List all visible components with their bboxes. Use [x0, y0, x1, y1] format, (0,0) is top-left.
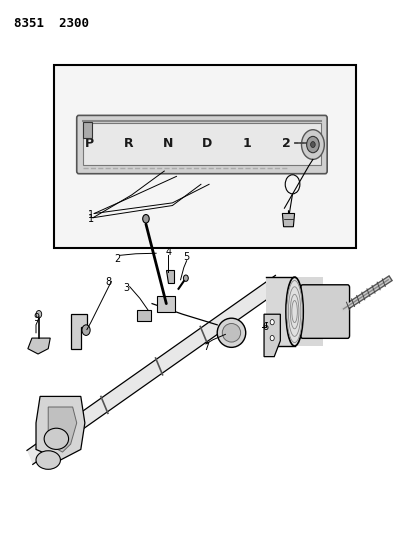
Bar	[83, 123, 320, 165]
Circle shape	[82, 325, 90, 335]
Polygon shape	[282, 214, 294, 227]
Text: 5: 5	[183, 253, 189, 262]
Text: P: P	[84, 137, 93, 150]
Polygon shape	[166, 270, 174, 284]
Circle shape	[183, 275, 188, 281]
Polygon shape	[70, 314, 87, 349]
Bar	[265, 277, 322, 346]
Text: 1: 1	[88, 214, 94, 224]
FancyBboxPatch shape	[300, 285, 349, 338]
Circle shape	[310, 142, 315, 148]
FancyBboxPatch shape	[76, 115, 326, 174]
Ellipse shape	[285, 277, 303, 346]
Circle shape	[270, 335, 274, 341]
Bar	[83, 122, 92, 138]
Text: 9: 9	[33, 313, 39, 324]
Ellipse shape	[44, 428, 68, 449]
Text: N: N	[162, 137, 173, 150]
Circle shape	[301, 130, 324, 159]
Circle shape	[36, 311, 42, 318]
Polygon shape	[263, 314, 280, 357]
Circle shape	[142, 215, 149, 223]
Bar	[157, 296, 175, 312]
Polygon shape	[28, 338, 50, 354]
Bar	[136, 310, 151, 320]
Ellipse shape	[36, 451, 60, 470]
Text: 8: 8	[105, 277, 111, 287]
Text: R: R	[124, 137, 133, 150]
Text: 6: 6	[262, 322, 267, 332]
Polygon shape	[27, 276, 281, 464]
Polygon shape	[48, 407, 76, 452]
Text: 3: 3	[124, 282, 130, 293]
Text: 8351  2300: 8351 2300	[13, 17, 88, 30]
Circle shape	[306, 136, 319, 153]
Text: 2: 2	[281, 137, 290, 150]
Polygon shape	[36, 397, 85, 460]
Bar	[54, 65, 355, 248]
Text: 1: 1	[88, 209, 94, 220]
Ellipse shape	[217, 318, 245, 348]
Text: 7: 7	[202, 342, 209, 352]
Ellipse shape	[222, 324, 240, 342]
Text: D: D	[202, 137, 212, 150]
Text: 1: 1	[242, 137, 251, 150]
Text: 2: 2	[114, 254, 120, 263]
Circle shape	[270, 319, 274, 325]
Text: 4: 4	[165, 247, 171, 257]
